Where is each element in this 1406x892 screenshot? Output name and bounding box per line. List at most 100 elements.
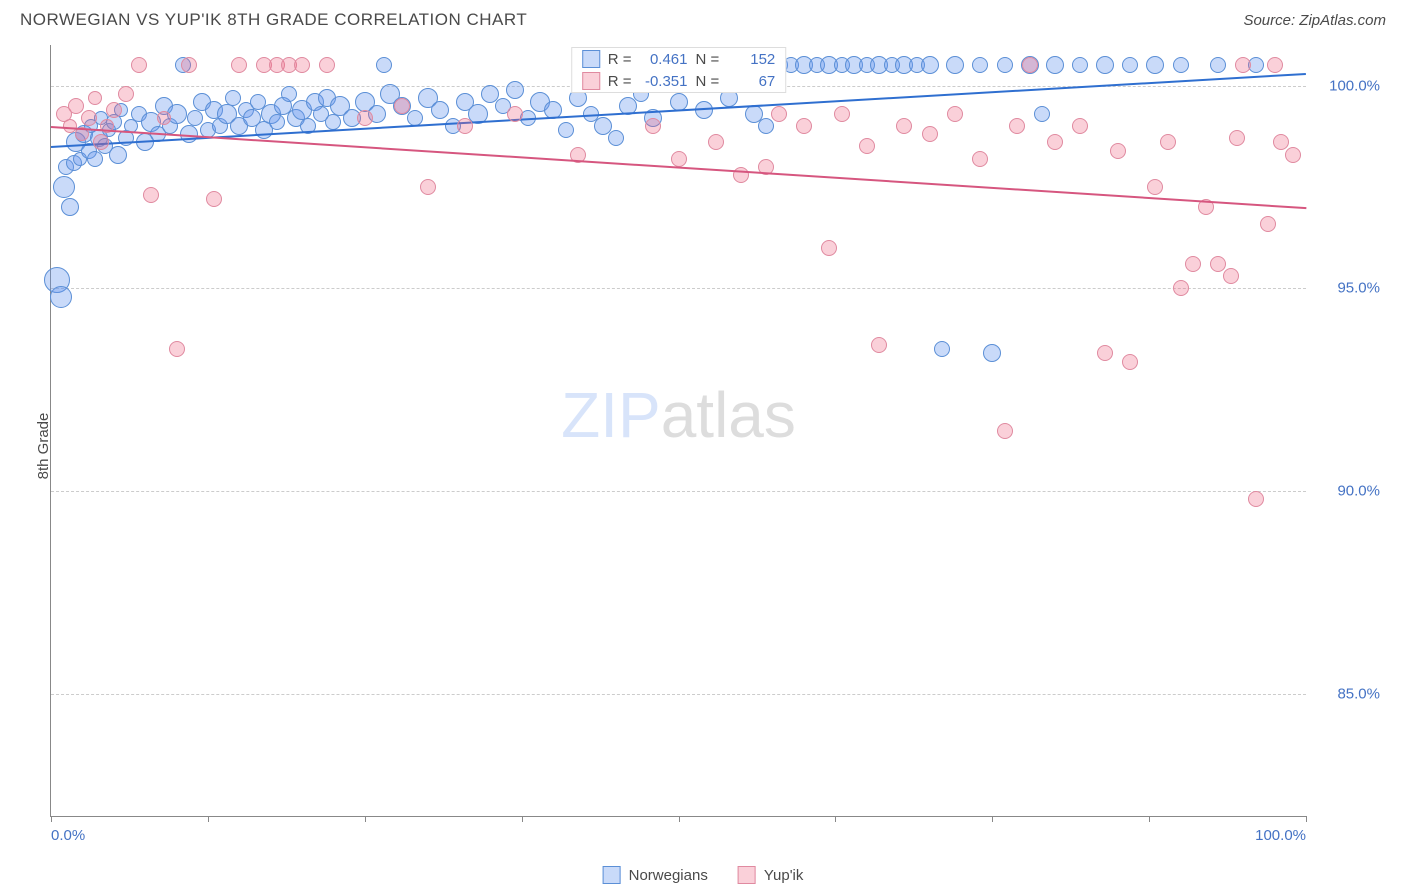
scatter-point [109,146,127,164]
x-tick [1149,816,1150,822]
scatter-point [671,151,687,167]
scatter-point [1267,57,1283,73]
legend-swatch [582,50,600,68]
scatter-point [68,98,84,114]
scatter-point [922,126,938,142]
legend-swatch [738,866,756,884]
scatter-point [1210,57,1226,73]
scatter-point [169,341,185,357]
legend-swatch [603,866,621,884]
bottom-legend-item: Yup'ik [738,866,804,884]
scatter-point [231,57,247,73]
scatter-point [1229,130,1245,146]
scatter-point [1173,57,1189,73]
watermark-zip: ZIP [561,379,661,451]
chart-container: 8th Grade ZIPatlas R =0.461N =152R =-0.3… [50,45,1386,847]
legend-r-label: R = [608,73,632,90]
scatter-point [319,57,335,73]
scatter-point [733,167,749,183]
legend-label: Norwegians [629,867,708,884]
scatter-point [1046,56,1064,74]
scatter-point [558,122,574,138]
scatter-point [1210,256,1226,272]
scatter-point [50,286,72,308]
scatter-point [1097,345,1113,361]
series-legend: Norwegians Yup'ik [603,866,804,884]
scatter-point [934,341,950,357]
scatter-point [1260,216,1276,232]
scatter-point [921,56,939,74]
scatter-point [157,111,171,125]
scatter-point [281,86,297,102]
x-tick [1306,816,1307,822]
scatter-point [1248,491,1264,507]
legend-label: Yup'ik [764,867,804,884]
scatter-point [1273,134,1289,150]
scatter-point [1147,179,1163,195]
gridline-h [51,491,1306,492]
scatter-point [859,138,875,154]
scatter-point [1072,118,1088,134]
legend-r-value: 0.461 [640,51,688,68]
x-tick [522,816,523,822]
scatter-point [357,110,373,126]
y-tick-label: 100.0% [1320,77,1380,94]
scatter-point [1034,106,1050,122]
scatter-point [972,151,988,167]
legend-n-label: N = [696,73,720,90]
scatter-point [88,91,102,105]
scatter-point [1110,143,1126,159]
plot-area: ZIPatlas R = 0.461 N = 152 R =-0.351N =67 0.… [50,45,1306,817]
x-tick [992,816,993,822]
x-tick [835,816,836,822]
scatter-point [758,118,774,134]
scatter-point [1285,147,1301,163]
scatter-point [896,118,912,134]
scatter-point [821,240,837,256]
scatter-point [608,130,624,146]
legend-r-label: R = [608,51,632,68]
legend-swatch [582,72,600,90]
scatter-point [53,176,75,198]
chart-source: Source: ZipAtlas.com [1243,12,1386,29]
scatter-point [143,187,159,203]
scatter-point [106,102,122,118]
scatter-point [61,198,79,216]
scatter-point [294,57,310,73]
scatter-point [1122,57,1138,73]
scatter-point [118,86,134,102]
x-axis-max-label: 100.0% [1255,827,1306,844]
scatter-point [325,114,341,130]
scatter-point [1146,56,1164,74]
scatter-point [1009,118,1025,134]
y-tick-label: 85.0% [1320,686,1380,703]
x-tick [208,816,209,822]
legend-n-value: 152 [727,51,775,68]
scatter-point [1096,56,1114,74]
scatter-point [1072,57,1088,73]
watermark-atlas: atlas [661,379,796,451]
chart-header: NORWEGIAN VS YUP'IK 8TH GRADE CORRELATIO… [0,0,1406,35]
scatter-point [834,106,850,122]
legend-row: R =0.461N =152 [572,48,786,70]
scatter-point [93,134,109,150]
scatter-point [394,98,410,114]
scatter-point [1122,354,1138,370]
y-tick-label: 90.0% [1320,483,1380,500]
x-tick [365,816,366,822]
scatter-point [420,179,436,195]
watermark: ZIPatlas [561,378,796,452]
gridline-h [51,694,1306,695]
scatter-point [181,57,197,73]
scatter-point [1160,134,1176,150]
correlation-legend: R = 0.461 N = 152 R =-0.351N =67 [571,47,787,93]
gridline-h [51,288,1306,289]
scatter-point [506,81,524,99]
legend-row: R =-0.351N =67 [572,70,786,92]
scatter-point [997,57,1013,73]
x-tick [51,816,52,822]
scatter-point [81,110,97,126]
trend-line [51,126,1306,209]
scatter-point [1185,256,1201,272]
scatter-point [708,134,724,150]
